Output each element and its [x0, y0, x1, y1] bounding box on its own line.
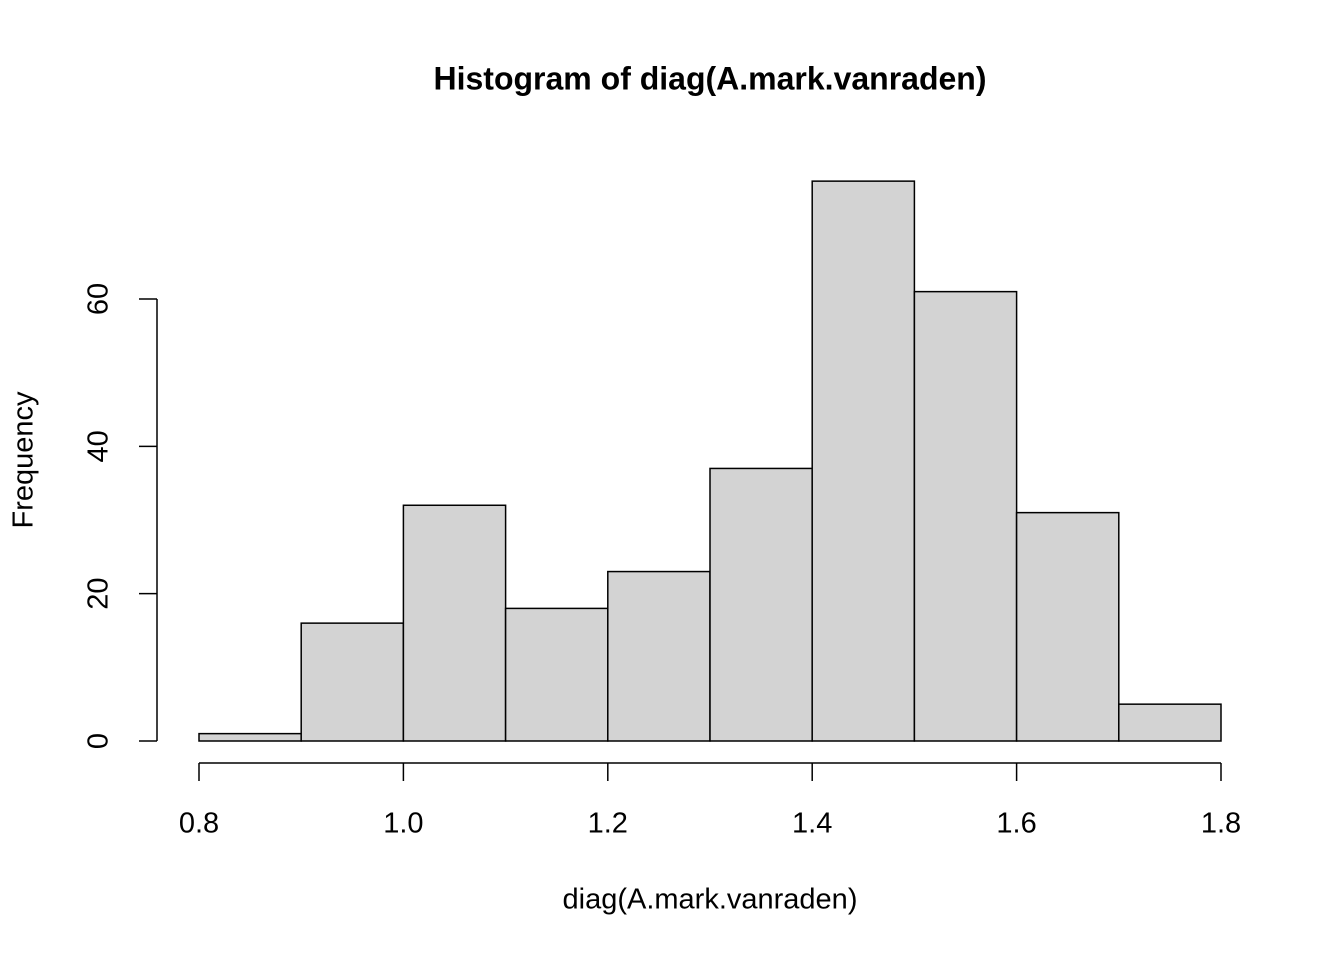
bar [607, 570, 711, 742]
chart-title: Histogram of diag(A.mark.vanraden) [434, 60, 987, 96]
bar [402, 504, 507, 742]
x-axis-label: diag(A.mark.vanraden) [563, 884, 858, 916]
bar [1118, 703, 1222, 742]
y-tick-label: 0 [83, 733, 115, 749]
x-tick-label: 1.8 [1201, 808, 1241, 840]
x-tick-label: 0.8 [179, 808, 219, 840]
bar [300, 622, 405, 742]
bar [198, 732, 302, 742]
bar [1015, 511, 1120, 742]
bar [709, 467, 813, 742]
x-tick-label: 1.2 [588, 808, 628, 840]
y-tick-label: 20 [83, 578, 115, 610]
x-tick-label: 1.6 [996, 808, 1036, 840]
y-tick-label: 40 [83, 430, 115, 462]
x-tick-label: 1.4 [792, 808, 832, 840]
y-tick-label: 60 [83, 283, 115, 315]
y-axis-label: Frequency [8, 391, 40, 529]
bar [811, 180, 916, 742]
bar [504, 607, 609, 742]
x-tick-label: 1.0 [383, 808, 423, 840]
bar [913, 290, 1018, 742]
